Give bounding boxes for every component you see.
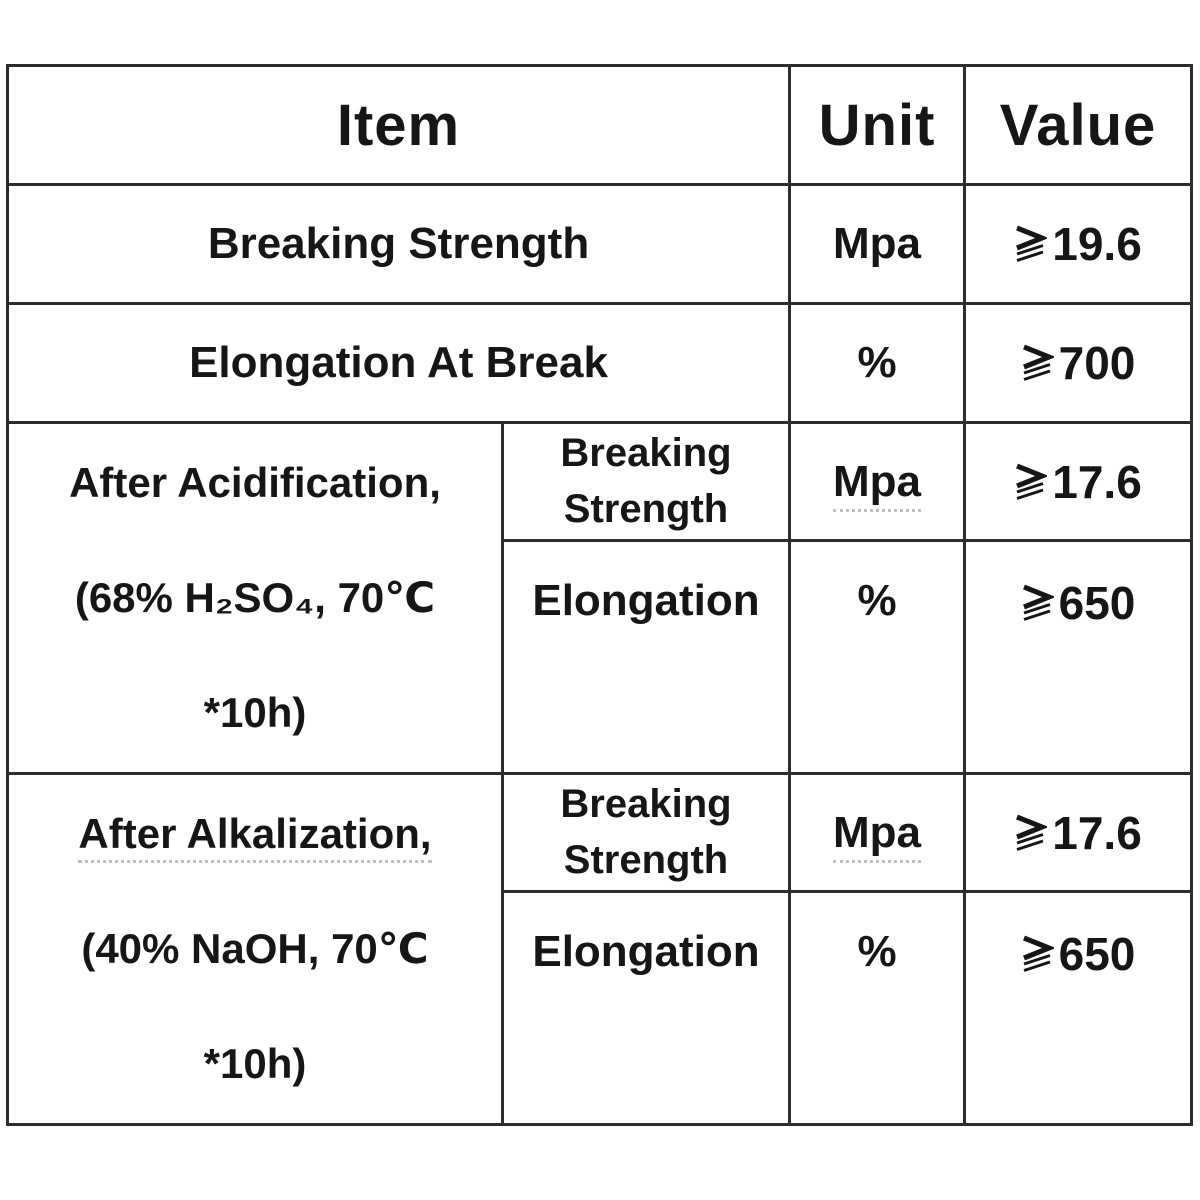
greater-equal-icon (1022, 344, 1054, 381)
group-label-line: (68% H₂SO₄, 70℃ (74, 574, 436, 622)
table-row-alkalization-breaking-strength: After Alkalization, (40% NaOH, 70℃ *10h)… (6, 772, 1194, 1126)
value-cell: 17.6 (963, 772, 1194, 893)
value-cell: 650 (963, 890, 1194, 1126)
greater-equal-icon (1016, 225, 1048, 262)
column-header-value: Value (963, 64, 1194, 186)
value-number: 700 (1058, 337, 1136, 389)
unit-cell: Mpa (788, 772, 967, 893)
group-label-line: *10h) (203, 688, 307, 736)
unit-cell: % (788, 539, 967, 775)
value-number: 650 (1058, 577, 1136, 629)
sub-item-cell: Elongation (500, 890, 792, 1126)
item-cell: Breaking Strength (5, 183, 792, 305)
group-label-line: After Alkalization, (78, 810, 432, 864)
unit-cell: % (788, 890, 967, 1126)
unit-cell: Mpa (788, 183, 967, 305)
column-header-item: Item (5, 64, 792, 186)
value-cell: 700 (963, 302, 1194, 424)
table-row-acidification-elongation: Elongation % 650 (8, 539, 1194, 775)
greater-equal-icon (1016, 814, 1048, 851)
value-number: 17.6 (1052, 806, 1142, 859)
table-row-alkalization-elongation: Elongation % 650 (8, 890, 1194, 1126)
value-cell: 17.6 (963, 421, 1194, 542)
unit-cell: % (788, 302, 967, 424)
table-row-breaking-strength: Breaking Strength Mpa 19.6 (5, 183, 1194, 305)
unit-cell: Mpa (788, 421, 967, 542)
value-number: 19.6 (1052, 218, 1142, 270)
greater-equal-icon (1022, 584, 1054, 621)
value-number: 17.6 (1052, 455, 1142, 508)
group-label-line: (40% NaOH, 70℃ (81, 925, 429, 973)
value-number: 650 (1058, 928, 1136, 980)
header-row: Item Unit Value (5, 64, 1194, 186)
group-label-line: *10h) (203, 1039, 307, 1087)
column-header-unit: Unit (788, 64, 967, 186)
value-cell: 19.6 (963, 183, 1194, 305)
sub-item-cell: Breaking Strength (500, 772, 792, 893)
sub-item-cell: Breaking Strength (500, 421, 792, 542)
spec-table: Item Unit Value Breaking Strength Mpa 19… (5, 64, 1194, 1126)
greater-equal-icon (1022, 935, 1054, 972)
table-row-elongation-at-break: Elongation At Break % 700 (5, 302, 1194, 424)
value-cell: 650 (963, 539, 1194, 775)
sub-item-cell: Elongation (500, 539, 792, 775)
greater-equal-icon (1016, 463, 1048, 500)
item-cell: Elongation At Break (5, 302, 792, 424)
group-label-line: After Acidification, (69, 459, 441, 507)
table-row-acidification-breaking-strength: After Acidification, (68% H₂SO₄, 70℃ *10… (6, 421, 1194, 775)
spec-sheet: Item Unit Value Breaking Strength Mpa 19… (5, 64, 1194, 1126)
group-cell-after-acidification: After Acidification, (68% H₂SO₄, 70℃ *10… (6, 421, 504, 775)
group-cell-after-alkalization: After Alkalization, (40% NaOH, 70℃ *10h) (6, 772, 504, 1126)
